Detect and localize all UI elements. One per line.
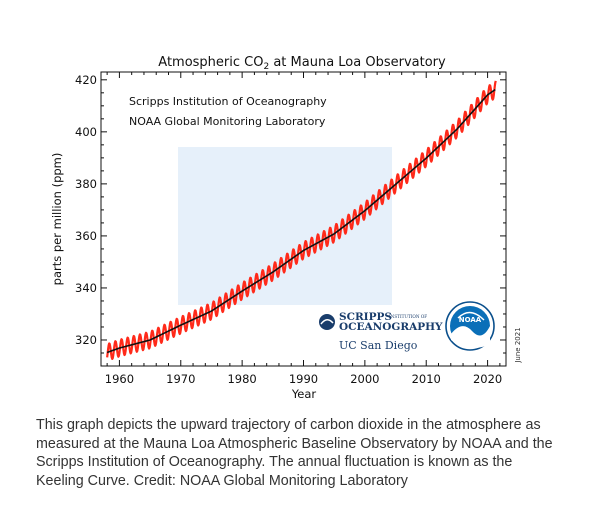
x-tick-label: 1990 bbox=[289, 372, 318, 386]
x-tick-label: 1980 bbox=[227, 372, 256, 386]
co2-chart: Atmospheric CO2 at Mauna Loa Observatory… bbox=[50, 55, 522, 401]
axis-ticks bbox=[101, 72, 506, 367]
tick-labels: 1960 1970 1980 1990 2000 2010 2020 320 340 360 380… bbox=[75, 73, 502, 386]
y-axis-label: parts per million (ppm) bbox=[50, 153, 64, 286]
x-tick-label: 1970 bbox=[166, 372, 195, 386]
x-tick-label: 2000 bbox=[350, 372, 379, 386]
x-tick-label: 2010 bbox=[412, 372, 441, 386]
svg-text:NOAA: NOAA bbox=[459, 316, 482, 324]
y-tick-label: 340 bbox=[75, 281, 97, 295]
y-tick-label: 360 bbox=[75, 229, 97, 243]
svg-text:OCEANOGRAPHY: OCEANOGRAPHY bbox=[339, 321, 443, 333]
scripps-logo: SCRIPPS INSTITUTION OF OCEANOGRAPHY UC S… bbox=[319, 311, 443, 352]
date-note: June 2021 bbox=[514, 327, 522, 363]
figure-caption: This graph depicts the upward trajectory… bbox=[36, 417, 553, 489]
scripps-emblem-icon bbox=[319, 314, 335, 330]
annotation-scripps: Scripps Institution of Oceanography bbox=[129, 95, 327, 108]
shaded-region bbox=[178, 147, 392, 305]
y-tick-label: 380 bbox=[75, 177, 97, 191]
y-tick-label: 420 bbox=[75, 73, 97, 87]
y-tick-label: 320 bbox=[75, 333, 97, 347]
series-trend-line bbox=[106, 88, 496, 354]
x-tick-label: 1960 bbox=[105, 372, 134, 386]
x-axis-label: Year bbox=[291, 387, 317, 401]
ucsd-logo: UC San Diego bbox=[339, 339, 418, 352]
series-monthly-line bbox=[106, 80, 497, 361]
y-tick-label: 400 bbox=[75, 125, 97, 139]
noaa-logo: NOAA bbox=[445, 301, 495, 351]
x-tick-label: 2020 bbox=[473, 372, 502, 386]
svg-text:INSTITUTION OF: INSTITUTION OF bbox=[389, 314, 427, 319]
svg-text:SCRIPPS: SCRIPPS bbox=[339, 311, 392, 323]
annotation-noaa: NOAA Global Monitoring Laboratory bbox=[129, 115, 326, 128]
chart-title: Atmospheric CO2 at Mauna Loa Observatory bbox=[158, 55, 446, 72]
